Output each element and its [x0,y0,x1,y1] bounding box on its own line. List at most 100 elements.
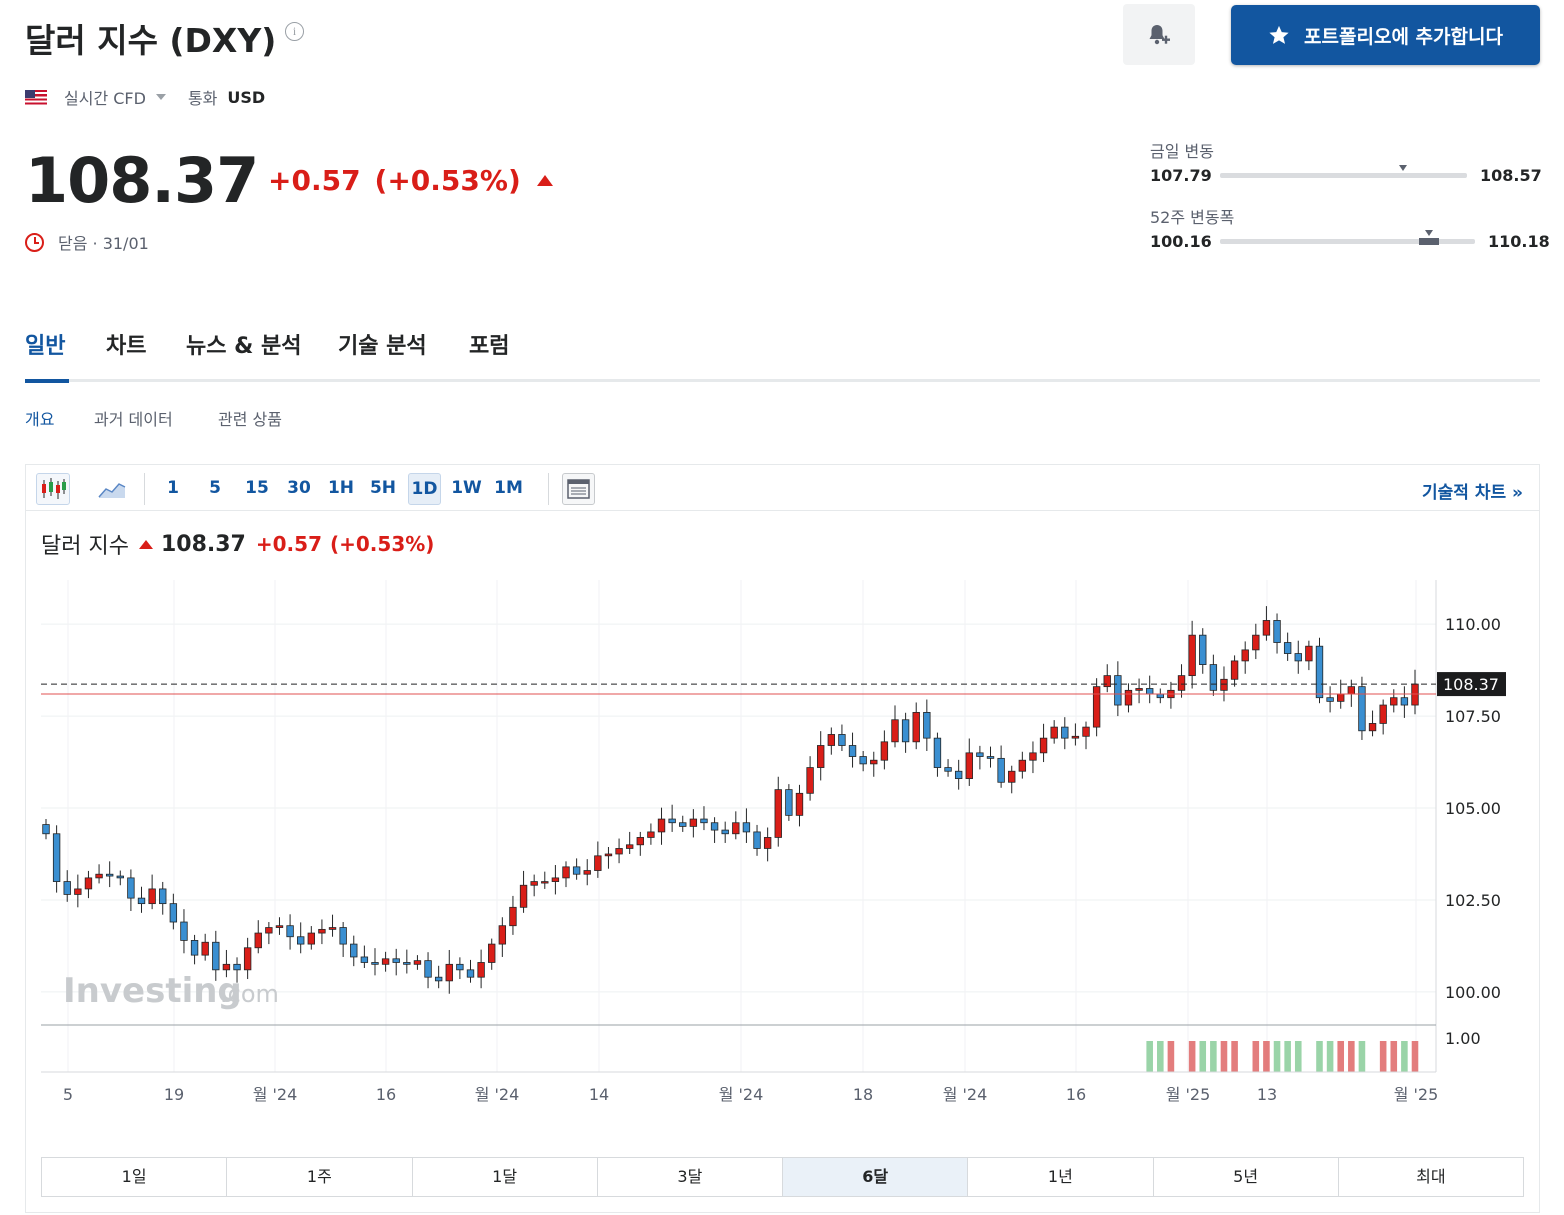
volume-bar [1379,1041,1387,1072]
subtab-historical-data[interactable]: 과거 데이터 [94,410,173,429]
candle-body [1241,649,1249,662]
week52-range-low: 100.16 [1150,232,1212,251]
timeframe-1m[interactable]: 1M [494,478,523,498]
timeframe-1h[interactable]: 1H [327,478,355,498]
candle-body [657,818,666,833]
bell-plus-icon [1149,24,1170,44]
timeframe-5min[interactable]: 5 [209,478,221,498]
add-to-portfolio-button[interactable]: 포트폴리오에 추가합니다 [1231,5,1540,65]
clock-icon [25,232,44,252]
candle-body [923,711,931,739]
volume-bar [1401,1041,1408,1072]
currency-label: 통화 [187,89,218,108]
candle-body [105,873,114,877]
tab-forum[interactable]: 포럼 [469,334,510,359]
candle-body [1092,686,1101,728]
timeframe-1d[interactable]: 1D [408,473,441,505]
indicators-button[interactable] [562,473,595,505]
candle-body [1220,678,1228,691]
candle-body [1358,686,1366,732]
candle-body [541,881,549,884]
candlestick-type-button[interactable] [36,473,70,505]
period-5y[interactable]: 5년 [1154,1158,1339,1196]
candle-body [1114,675,1122,706]
candle-body [763,837,772,849]
timeframe-5h[interactable]: 5H [369,478,397,498]
period-1y[interactable]: 1년 [968,1158,1154,1196]
candle-body [63,881,71,895]
candle-body [700,818,708,824]
candle-body [1050,726,1058,739]
candle-body [307,932,315,945]
candle-body [594,855,602,871]
week52-range-high: 110.18 [1488,232,1550,251]
tab-active-indicator [25,379,69,383]
tab-chart[interactable]: 차트 [106,334,147,359]
period-3m[interactable]: 3달 [598,1158,783,1196]
volume-bar [1220,1041,1228,1072]
price-alert-button[interactable] [1123,4,1195,65]
candle-body [689,818,698,827]
candle-body [52,833,61,882]
period-1w[interactable]: 1주 [227,1158,413,1196]
timeframe-1w[interactable]: 1W [451,478,482,498]
subtab-summary[interactable]: 개요 [25,410,55,429]
candle-body [233,963,241,971]
candle-body [668,818,676,824]
candle-body [424,960,432,978]
volume-bar [1157,1041,1164,1072]
chevron-down-icon[interactable] [155,94,166,100]
period-max[interactable]: 최대 [1416,1167,1446,1186]
area-chart-icon [98,483,126,498]
candle-body [434,976,443,982]
candle-body [572,866,581,875]
candle-body [551,877,560,882]
period-1d[interactable]: 1일 [42,1158,228,1196]
candle-body [615,848,623,855]
info-icon[interactable]: i [285,22,304,41]
page-title: 달러 지수 (DXY) [25,21,277,60]
x-tick-label: 18 [853,1085,873,1104]
candle-body [42,824,50,835]
chart-price: 108.37 [160,531,246,557]
last-price-badge [1437,672,1506,697]
candle-body [286,925,294,938]
volume-bar [1337,1041,1345,1072]
candlestick-icon [42,478,66,499]
tab-technical[interactable]: 기술 분석 [338,334,427,359]
candle-body [190,940,199,956]
period-1m[interactable]: 1달 [413,1158,598,1196]
week52-range-current [1419,238,1440,245]
candle-body [1294,653,1302,662]
timeframe-1min[interactable]: 1 [167,478,179,498]
subtab-related[interactable]: 관련 상품 [218,410,282,429]
candle-body [201,941,209,956]
volume-bar [1263,1041,1270,1072]
x-tick-label: 19 [164,1085,184,1104]
candle-body [1368,723,1377,732]
candle-body [159,888,167,905]
volume-bar [1284,1041,1291,1072]
volume-bar [1273,1041,1281,1072]
instrument-meta: 실시간 CFD 통화 USD [25,86,265,108]
candle-body [859,756,867,765]
area-chart-type-button[interactable] [96,475,128,503]
timeframe-30min[interactable]: 30 [287,478,311,498]
feed-type[interactable]: 실시간 CFD [64,89,146,108]
tab-overview[interactable]: 일반 [25,334,66,359]
candle-body [827,734,836,746]
technical-chart-link[interactable]: 기술적 차트 » [1422,483,1524,503]
candle-body [1315,645,1324,699]
candle-body [509,906,517,927]
x-tick-label: 월 '24 [253,1085,298,1104]
timeframe-15min[interactable]: 15 [245,478,269,498]
period-6m[interactable]: 6달 [783,1158,969,1196]
tab-news[interactable]: 뉴스 & 분석 [186,334,302,359]
toolbar-separator [144,473,145,505]
candle-body [933,737,942,768]
week52-range-label: 52주 변동폭 [1150,208,1235,227]
period-selector: 1일 1주 1달 3달 6달 1년 5년 최대 [41,1157,1524,1197]
candle-body [817,745,825,768]
candle-body [1230,660,1239,680]
